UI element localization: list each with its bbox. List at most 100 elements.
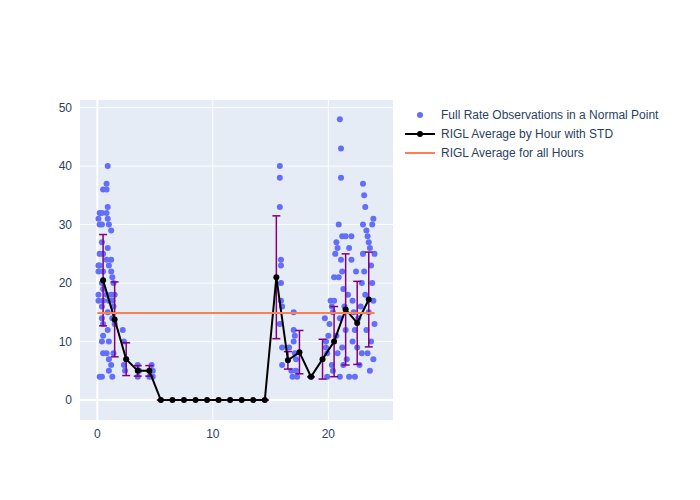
- scatter-point: [367, 245, 373, 251]
- marks: [95, 116, 377, 403]
- scatter-point: [335, 350, 341, 356]
- error-bar: [295, 330, 303, 373]
- scatter-point: [104, 350, 110, 356]
- scatter-point: [106, 339, 112, 345]
- scatter-point: [99, 222, 105, 228]
- tick-label: 20: [59, 276, 73, 290]
- error-cap: [272, 215, 280, 217]
- scatter-point: [362, 204, 368, 210]
- error-cap: [99, 325, 107, 327]
- scatter-point: [105, 163, 111, 169]
- line-point: [343, 306, 349, 312]
- scatter-point: [104, 181, 110, 187]
- error-cap: [319, 378, 327, 380]
- grid-line: [80, 224, 393, 225]
- error-bar: [353, 281, 361, 364]
- line-point: [320, 356, 326, 362]
- scatter-point: [105, 327, 111, 333]
- scatter-point: [277, 204, 283, 210]
- error-bar: [111, 282, 119, 357]
- scatter-point: [279, 362, 285, 368]
- scatter-point: [105, 216, 111, 222]
- scatter-point: [369, 222, 375, 228]
- line-point: [216, 397, 222, 403]
- scatter-point: [104, 187, 110, 193]
- scatter-point: [335, 245, 341, 251]
- scatter-point: [337, 116, 343, 122]
- scatter-point: [348, 257, 354, 263]
- error-bar: [272, 216, 280, 339]
- tick-label: 0: [94, 427, 101, 441]
- series-line: [103, 277, 369, 400]
- scatter-point: [105, 245, 111, 251]
- scatter-point: [292, 333, 298, 339]
- scatter-point: [365, 233, 371, 239]
- scatter-point: [350, 298, 356, 304]
- scatter-point: [105, 204, 111, 210]
- legend-symbol: [417, 131, 423, 137]
- error-cap: [99, 234, 107, 236]
- scatter-point: [108, 268, 114, 274]
- scatter-point: [122, 368, 128, 374]
- grid-line: [328, 100, 329, 420]
- scatter-point: [123, 356, 129, 362]
- scatter-point: [344, 356, 350, 362]
- scatter-point: [294, 374, 300, 380]
- error-cap: [295, 330, 303, 332]
- tick-label: 20: [322, 427, 336, 441]
- error-cap: [353, 364, 361, 366]
- chart: 0102030405001020Full Rate Observations i…: [0, 0, 700, 500]
- error-cap: [111, 356, 119, 358]
- scatter-point: [346, 374, 352, 380]
- scatter-point: [333, 239, 339, 245]
- tick-label: 0: [65, 393, 72, 407]
- error-cap: [330, 376, 338, 378]
- error-cap: [284, 368, 292, 370]
- legend-label: RIGL Average by Hour with STD: [441, 127, 613, 141]
- scatter-point: [110, 350, 116, 356]
- scatter-point: [108, 227, 114, 233]
- scatter-point: [278, 257, 284, 263]
- line-point: [158, 397, 164, 403]
- grid-line: [80, 107, 393, 108]
- legend-symbol: [405, 152, 435, 154]
- scatter-point: [338, 257, 344, 263]
- legend-label: RIGL Average for all Hours: [441, 146, 584, 160]
- line-point: [100, 277, 106, 283]
- legend-label: Full Rate Observations in a Normal Point: [441, 108, 659, 122]
- plot-area: [80, 100, 393, 420]
- scatter-point: [348, 233, 354, 239]
- scatter-point: [370, 356, 376, 362]
- error-cap: [122, 342, 130, 344]
- line-point: [331, 339, 337, 345]
- error-cap: [365, 346, 373, 348]
- tick-label: 30: [59, 218, 73, 232]
- scatter-point: [99, 315, 105, 321]
- line-point: [181, 397, 187, 403]
- line-point: [227, 397, 233, 403]
- line-point: [354, 320, 360, 326]
- scatter-point: [293, 368, 299, 374]
- error-cap: [111, 281, 119, 283]
- line-point: [296, 349, 302, 355]
- scatter-point: [366, 239, 372, 245]
- scatter-point: [343, 233, 349, 239]
- scatter-point: [367, 368, 373, 374]
- scatter-point: [350, 339, 356, 345]
- tick-label: 50: [59, 101, 73, 115]
- scatter-point: [330, 368, 336, 374]
- error-cap: [319, 339, 327, 341]
- error-cap: [134, 375, 142, 377]
- scatter-point: [109, 274, 115, 280]
- grid-line: [80, 166, 393, 167]
- legend-symbol: [417, 112, 423, 118]
- scatter-point: [99, 339, 105, 345]
- error-cap: [122, 375, 130, 377]
- scatter-point: [109, 374, 115, 380]
- scatter-point: [99, 374, 105, 380]
- scatter-point: [278, 280, 284, 286]
- error-cap: [134, 365, 142, 367]
- scatter-point: [108, 257, 114, 263]
- scatter-point: [339, 344, 345, 350]
- scatter-point: [308, 374, 314, 380]
